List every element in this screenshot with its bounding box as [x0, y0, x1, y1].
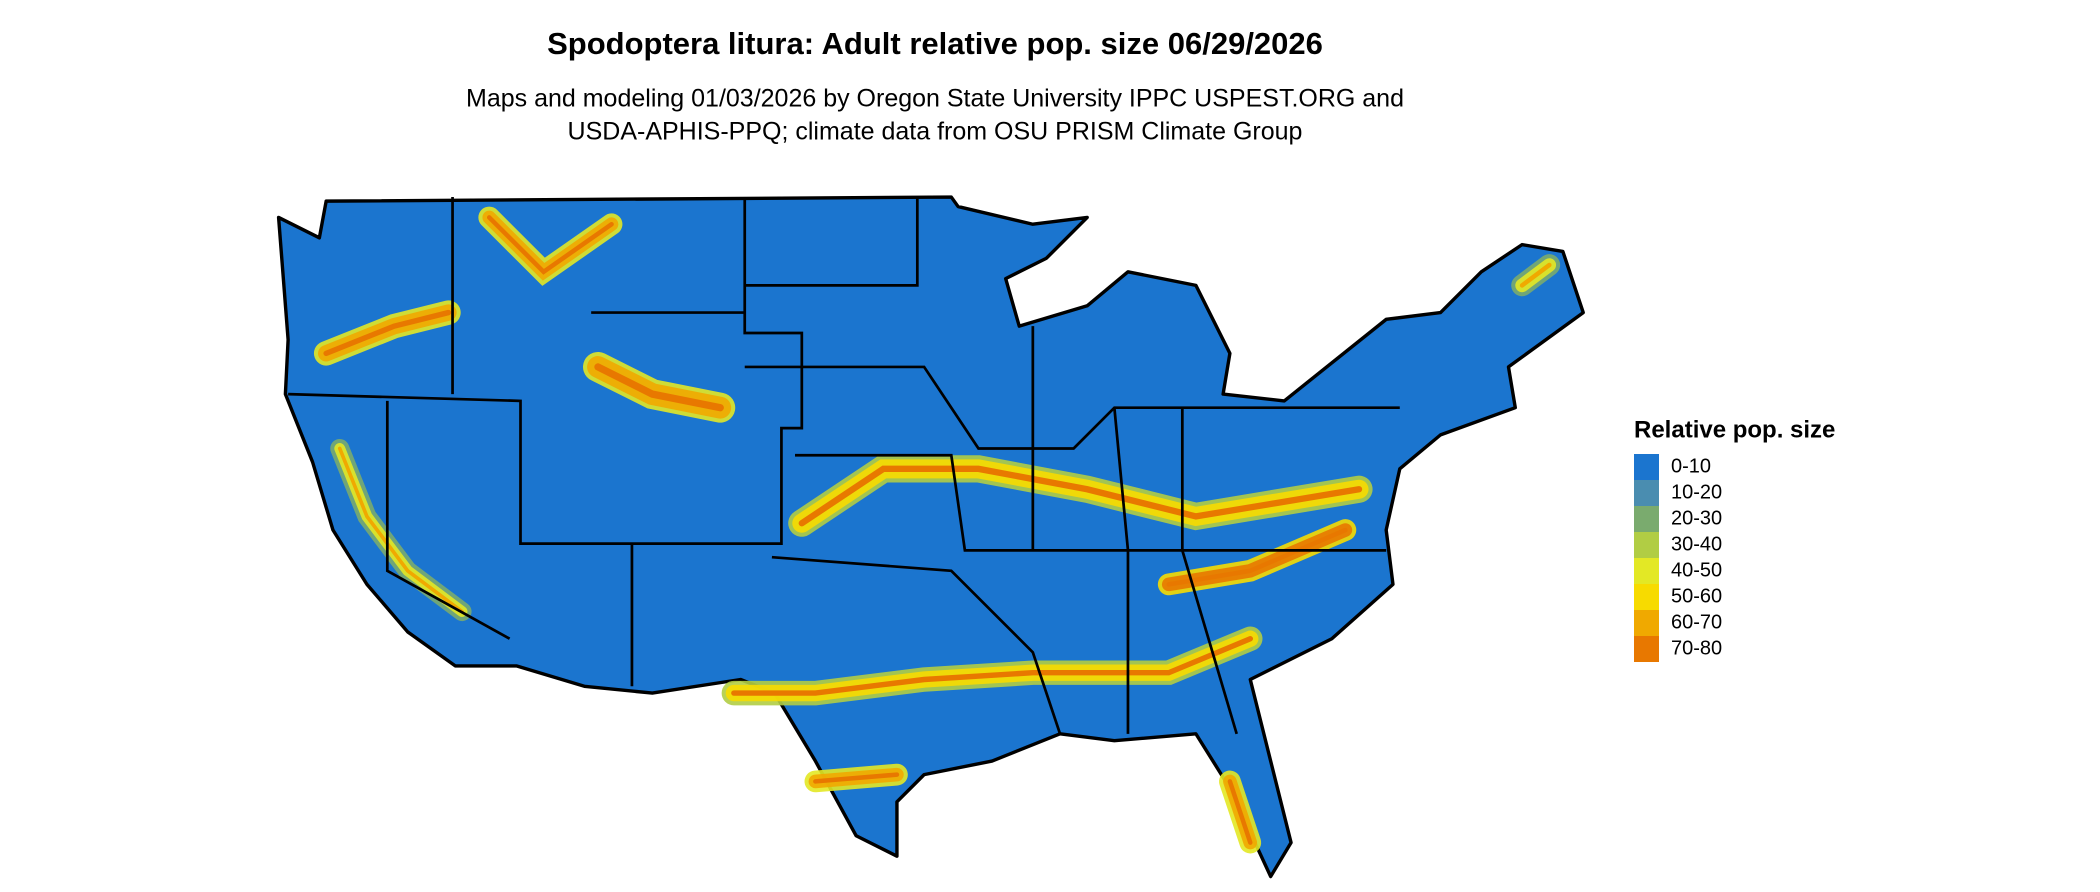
legend-label: 60-70	[1671, 611, 1722, 633]
legend-label: 10-20	[1671, 481, 1722, 503]
heat-swath	[323, 309, 452, 357]
heat-swath	[798, 465, 1363, 527]
legend: 0-10 10-20 20-30 30-40 40-50 50-60 60-70 70-80	[1634, 454, 1722, 662]
legend-label: 40-50	[1671, 559, 1722, 581]
heat-swaths	[313, 206, 1561, 854]
heat-swath	[486, 215, 614, 275]
legend-title: Relative pop. size	[1634, 416, 1835, 443]
legend-swatch	[1634, 636, 1659, 662]
legend-swatch	[1634, 532, 1659, 558]
heat-swath	[594, 363, 724, 412]
legend-swatch	[1634, 480, 1659, 506]
heat-swath	[1166, 527, 1348, 587]
state-borders	[288, 197, 1400, 735]
legend-swatch	[1634, 454, 1659, 480]
legend-label: 20-30	[1671, 507, 1722, 529]
legend-swatch	[1634, 584, 1659, 610]
heat-swath	[1227, 779, 1253, 845]
us-land	[276, 195, 1585, 879]
heat-swath	[731, 636, 1253, 696]
legend-swatch	[1634, 558, 1659, 584]
legend-swatch	[1634, 610, 1659, 636]
map-subtitle: USDA-APHIS-PPQ; climate data from OSU PR…	[568, 118, 1303, 146]
legend-swatch	[1634, 506, 1659, 532]
legend-label: 30-40	[1671, 533, 1722, 555]
heat-swath	[813, 772, 900, 784]
map-subtitle: Maps and modeling 01/03/2026 by Oregon S…	[466, 85, 1404, 113]
legend-label: 50-60	[1671, 585, 1722, 607]
us-map	[276, 195, 1585, 879]
legend-label: 70-80	[1671, 637, 1722, 659]
heat-swath	[1519, 262, 1552, 288]
map-title: Spodoptera litura: Adult relative pop. s…	[547, 26, 1323, 61]
legend-label: 0-10	[1671, 455, 1711, 477]
